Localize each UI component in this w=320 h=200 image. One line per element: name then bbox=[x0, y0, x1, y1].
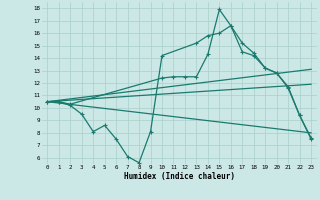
X-axis label: Humidex (Indice chaleur): Humidex (Indice chaleur) bbox=[124, 172, 235, 181]
